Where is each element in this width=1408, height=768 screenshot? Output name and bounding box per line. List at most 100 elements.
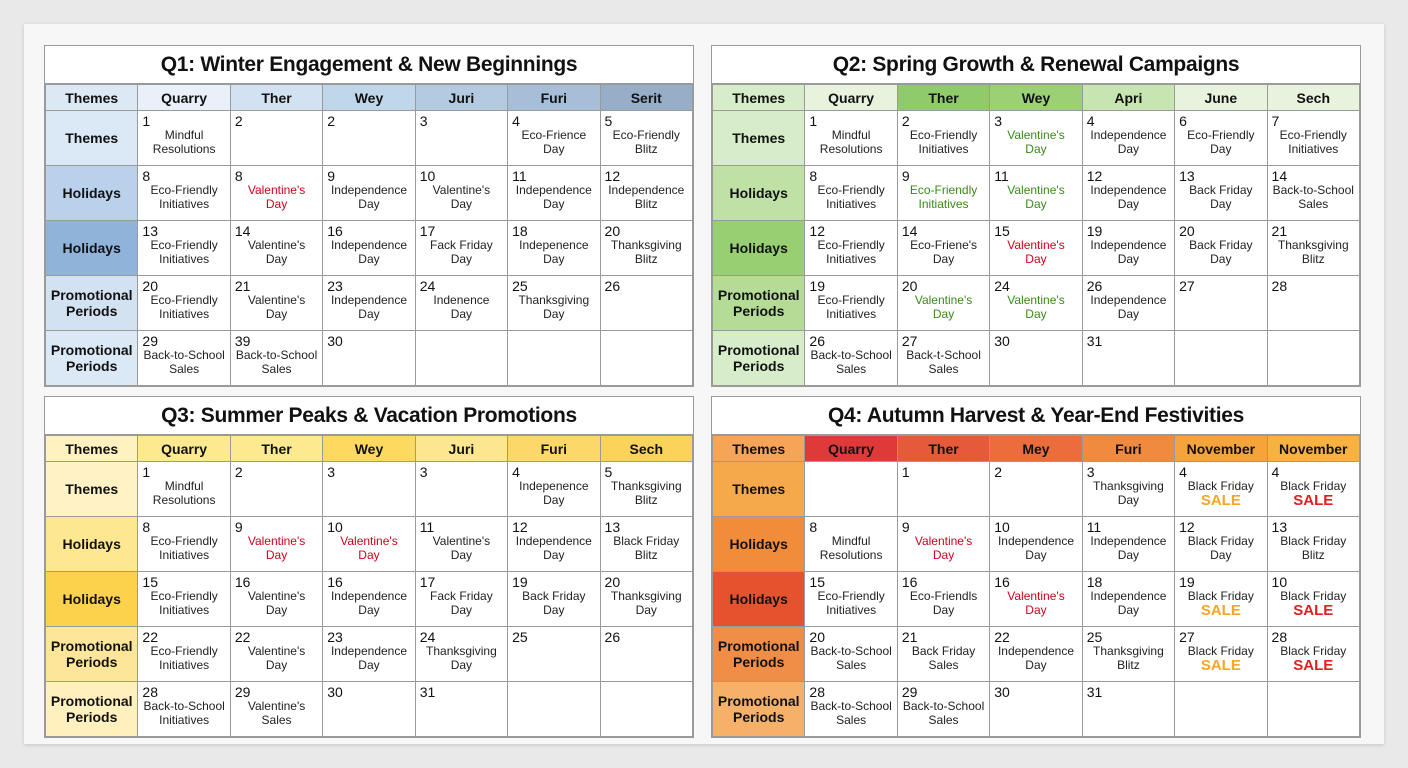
event-line: Day (358, 603, 380, 617)
column-header: Quarry (804, 84, 898, 111)
day-number: 12 (809, 223, 825, 239)
week-row: Holidays 8 Eco-Friendly Initiatives 8 Valenti… (44, 165, 694, 221)
day-number: 25 (512, 629, 528, 645)
day-cell: 30 (989, 681, 1083, 737)
week-row: Promotional Periods 22 Eco-Friendly Initiat… (44, 626, 694, 682)
event-line: Valentine's (247, 238, 306, 252)
day-cell: 11 Valentine's Day (989, 165, 1083, 221)
day-cell: 11 Independence Day (507, 165, 601, 221)
day-number: 9 (901, 168, 910, 184)
event-line: Back-to-School (810, 699, 892, 713)
day-number: 1 (142, 113, 151, 129)
column-header: Themes (711, 84, 806, 111)
day-cell: 20 Eco-Friendly Initiatives (137, 275, 231, 331)
event-text: Independence Day (990, 644, 1081, 672)
event-text: Back-to-School Sales (805, 348, 896, 376)
event-line: Day (265, 603, 288, 617)
event-line: Independence (330, 589, 408, 603)
day-cell: 2 (322, 110, 416, 166)
day-cell: 26 (599, 275, 694, 331)
event-text: Eco-Friendly Initiatives (138, 644, 229, 672)
day-cell: 26 (599, 626, 694, 682)
event-line: Day (265, 307, 288, 321)
event-line: Fack Friday (430, 589, 493, 603)
day-number: 19 (512, 574, 528, 590)
day-number: 2 (327, 113, 336, 129)
event-text: Valentine's Day (231, 238, 322, 266)
event-line: Back-to-School (810, 644, 892, 658)
calendar-head: Themes Quarry Ther Wey Juri Furi Serit (44, 84, 694, 111)
day-cell (414, 330, 509, 386)
event-line: Day (543, 197, 565, 211)
event-line: Thanksgiving (1093, 479, 1164, 493)
event-line: Independence (1090, 293, 1167, 307)
event-line: Day (265, 252, 288, 266)
event-line: Initiatives (159, 548, 210, 562)
day-cell: 7 Eco-Friendly Initiatives (1266, 110, 1361, 166)
event-line: Day (1117, 548, 1140, 562)
event-line: Independence (330, 644, 408, 658)
day-number: 19 (809, 278, 825, 294)
event-text: Back-to-School Sales (231, 348, 322, 376)
day-cell: 8 Eco-Friendly Initiatives (137, 516, 231, 572)
day-number: 9 (327, 168, 336, 184)
event-line: Black Friday (1187, 534, 1254, 548)
event-line: Back Friday (522, 589, 586, 603)
event-line: Valentine's (914, 293, 973, 307)
event-text: Independence Day (323, 589, 414, 617)
day-number: 23 (327, 629, 343, 645)
column-header: Furi (507, 435, 601, 462)
day-number: 17 (419, 223, 436, 239)
week-row: Holidays 15 Eco-Friendly Initiatives 16 Valen… (44, 571, 694, 627)
row-label: Promotional Periods (711, 681, 806, 737)
calendar-body: Themes 1 2 3 Thanksgiving Day 4 Black Friday SAL… (711, 461, 1361, 737)
row-label: Holidays (711, 165, 806, 221)
event-line: Blitz (1117, 658, 1140, 672)
column-header: Ther (896, 435, 991, 462)
event-line: Day (635, 603, 657, 617)
day-number: 10 (1271, 574, 1288, 590)
day-number: 25 (1086, 629, 1103, 645)
event-line: Day (1025, 548, 1047, 562)
event-text: Back-to-School Sales (805, 699, 896, 727)
event-line: Blitz (634, 197, 658, 211)
event-line: Day (1025, 603, 1047, 617)
event-line: Black Friday (1187, 644, 1254, 658)
day-cell: 31 (1081, 330, 1176, 386)
event-line: Thanksgiving (610, 479, 682, 493)
event-text: Back-to-School Sales (898, 699, 989, 727)
week-row: Promotional Periods 26 Back-to-School Sales… (711, 330, 1361, 386)
day-cell (1266, 330, 1361, 386)
day-cell: 8 Valentine's Day (229, 165, 324, 221)
row-label: Promotional Periods (44, 275, 139, 331)
event-line: Valentine's (247, 534, 306, 548)
event-line: Day (543, 548, 565, 562)
day-cell: 31 (414, 681, 509, 737)
calendar-table: Themes Quarry Ther Wey Apri June Sech Themes 1 Mi… (711, 84, 1361, 386)
event-line: Day (1025, 252, 1047, 266)
week-row: Themes 1 2 3 Thanksgiving Day 4 Black Friday SAL… (711, 461, 1361, 517)
event-text: Black Friday SALE (1268, 479, 1359, 509)
event-line: Indepenence (519, 238, 589, 252)
event-line: Initiatives (1288, 142, 1339, 156)
event-text: Back-to-School Sales (805, 644, 896, 672)
day-number: 9 (901, 519, 910, 535)
event-line: Day (358, 197, 380, 211)
event-text: Thanksgiving Day (416, 644, 507, 672)
column-header: Themes (711, 435, 806, 462)
day-cell: 2 (989, 461, 1083, 517)
day-number: 8 (809, 168, 818, 184)
row-label: Holidays (44, 220, 139, 276)
day-cell: 25 Thanksgiving Blitz (1081, 626, 1176, 682)
day-cell: 12 Black Friday Day (1174, 516, 1268, 572)
event-text: Eco-Friendly Initiatives (805, 238, 896, 266)
event-text: Valentine's Day (231, 183, 322, 211)
day-number: 30 (327, 333, 343, 349)
event-line: Independence (330, 183, 408, 197)
event-line: Eco-Friendly (150, 589, 218, 603)
day-cell: 16 Independence Day (322, 220, 416, 276)
event-line: Valentine's (247, 293, 306, 307)
day-number: 18 (512, 223, 528, 239)
event-line: Back Friday (1189, 183, 1253, 197)
day-cell: 28 (1266, 275, 1361, 331)
